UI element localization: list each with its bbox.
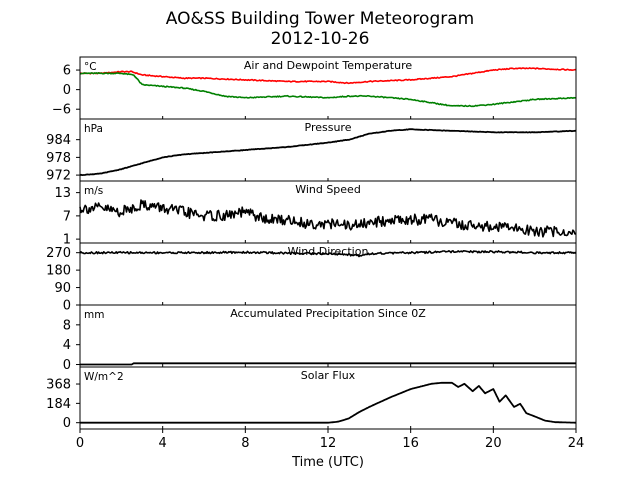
series-line-wind_speed: [79, 199, 577, 238]
panel-unit-label: m/s: [84, 185, 103, 197]
series-line-pressure: [79, 128, 577, 177]
panel-solar: 368 184 0 W/m^2 Solar Flux: [46, 366, 577, 431]
y-tick-label: 7: [63, 209, 71, 224]
x-tick-label: 4: [159, 436, 167, 451]
panel-unit-label: hPa: [84, 123, 103, 135]
y-tick-label: 184: [46, 397, 71, 412]
x-tick-label: 8: [241, 436, 249, 451]
y-tick-label: 180: [46, 264, 71, 279]
y-tick-label: 978: [46, 151, 71, 166]
panels-group: 6 0 −6 °C Air and Dewpoint Temperature 984 978…: [46, 56, 577, 431]
y-tick-label: 270: [46, 246, 71, 261]
panel-unit-label: mm: [84, 309, 104, 321]
chart-title: AO&SS Building Tower Meteorogram: [166, 9, 474, 29]
x-axis-label: Time (UTC): [291, 455, 364, 470]
y-tick-label: 0: [63, 83, 71, 98]
y-tick-label: 0: [63, 299, 71, 314]
series-line-solar: [80, 381, 576, 424]
panel-temperature: 6 0 −6 °C Air and Dewpoint Temperature: [52, 56, 577, 120]
chart-subtitle: 2012-10-26: [271, 29, 370, 49]
x-tick-label: 0: [76, 436, 84, 451]
y-tick-label: 368: [46, 378, 71, 393]
panel-unit-label: °C: [84, 61, 97, 73]
panel-pressure: 984 978 972 hPa Pressure: [46, 118, 577, 184]
series-line-temperature-2: [79, 72, 577, 108]
y-tick-label: 4: [63, 338, 71, 353]
y-tick-label: 13: [54, 186, 71, 201]
x-tick-label: 24: [568, 436, 585, 451]
panel-title: Air and Dewpoint Temperature: [244, 59, 412, 72]
panel-title: Solar Flux: [301, 369, 356, 382]
y-tick-label: 8: [63, 318, 71, 333]
x-tick-label: 20: [485, 436, 502, 451]
series-line-precipitation: [80, 362, 576, 366]
panel-unit-label: W/m^2: [84, 371, 124, 383]
panel-title: Pressure: [305, 121, 352, 134]
y-tick-label: −6: [52, 103, 71, 118]
x-tick-label: 16: [402, 436, 419, 451]
y-tick-label: 984: [46, 133, 71, 148]
y-tick-label: 972: [46, 169, 71, 184]
y-tick-label: 0: [63, 358, 71, 373]
series-line-wind_direction: [79, 250, 577, 258]
x-tick-label: 12: [320, 436, 337, 451]
series-line-temperature-1: [79, 67, 577, 85]
panel-title: Accumulated Precipitation Since 0Z: [230, 307, 426, 320]
panel-precipitation: 8 4 0 mm Accumulated Precipitation Since 0Z: [63, 304, 577, 373]
x-axis: 0 4 8 12 16 20 24: [76, 429, 584, 451]
panel-wind_direction: 270 180 90 0 Wind Direction: [46, 242, 577, 314]
panel-title: Wind Speed: [295, 183, 361, 196]
y-tick-label: 6: [63, 64, 71, 79]
y-tick-label: 90: [54, 281, 71, 296]
panel-title: Wind Direction: [288, 245, 369, 258]
y-tick-label: 1: [63, 233, 71, 248]
y-tick-label: 0: [63, 416, 71, 431]
panel-wind_speed: 13 7 1 m/s Wind Speed: [54, 180, 577, 248]
